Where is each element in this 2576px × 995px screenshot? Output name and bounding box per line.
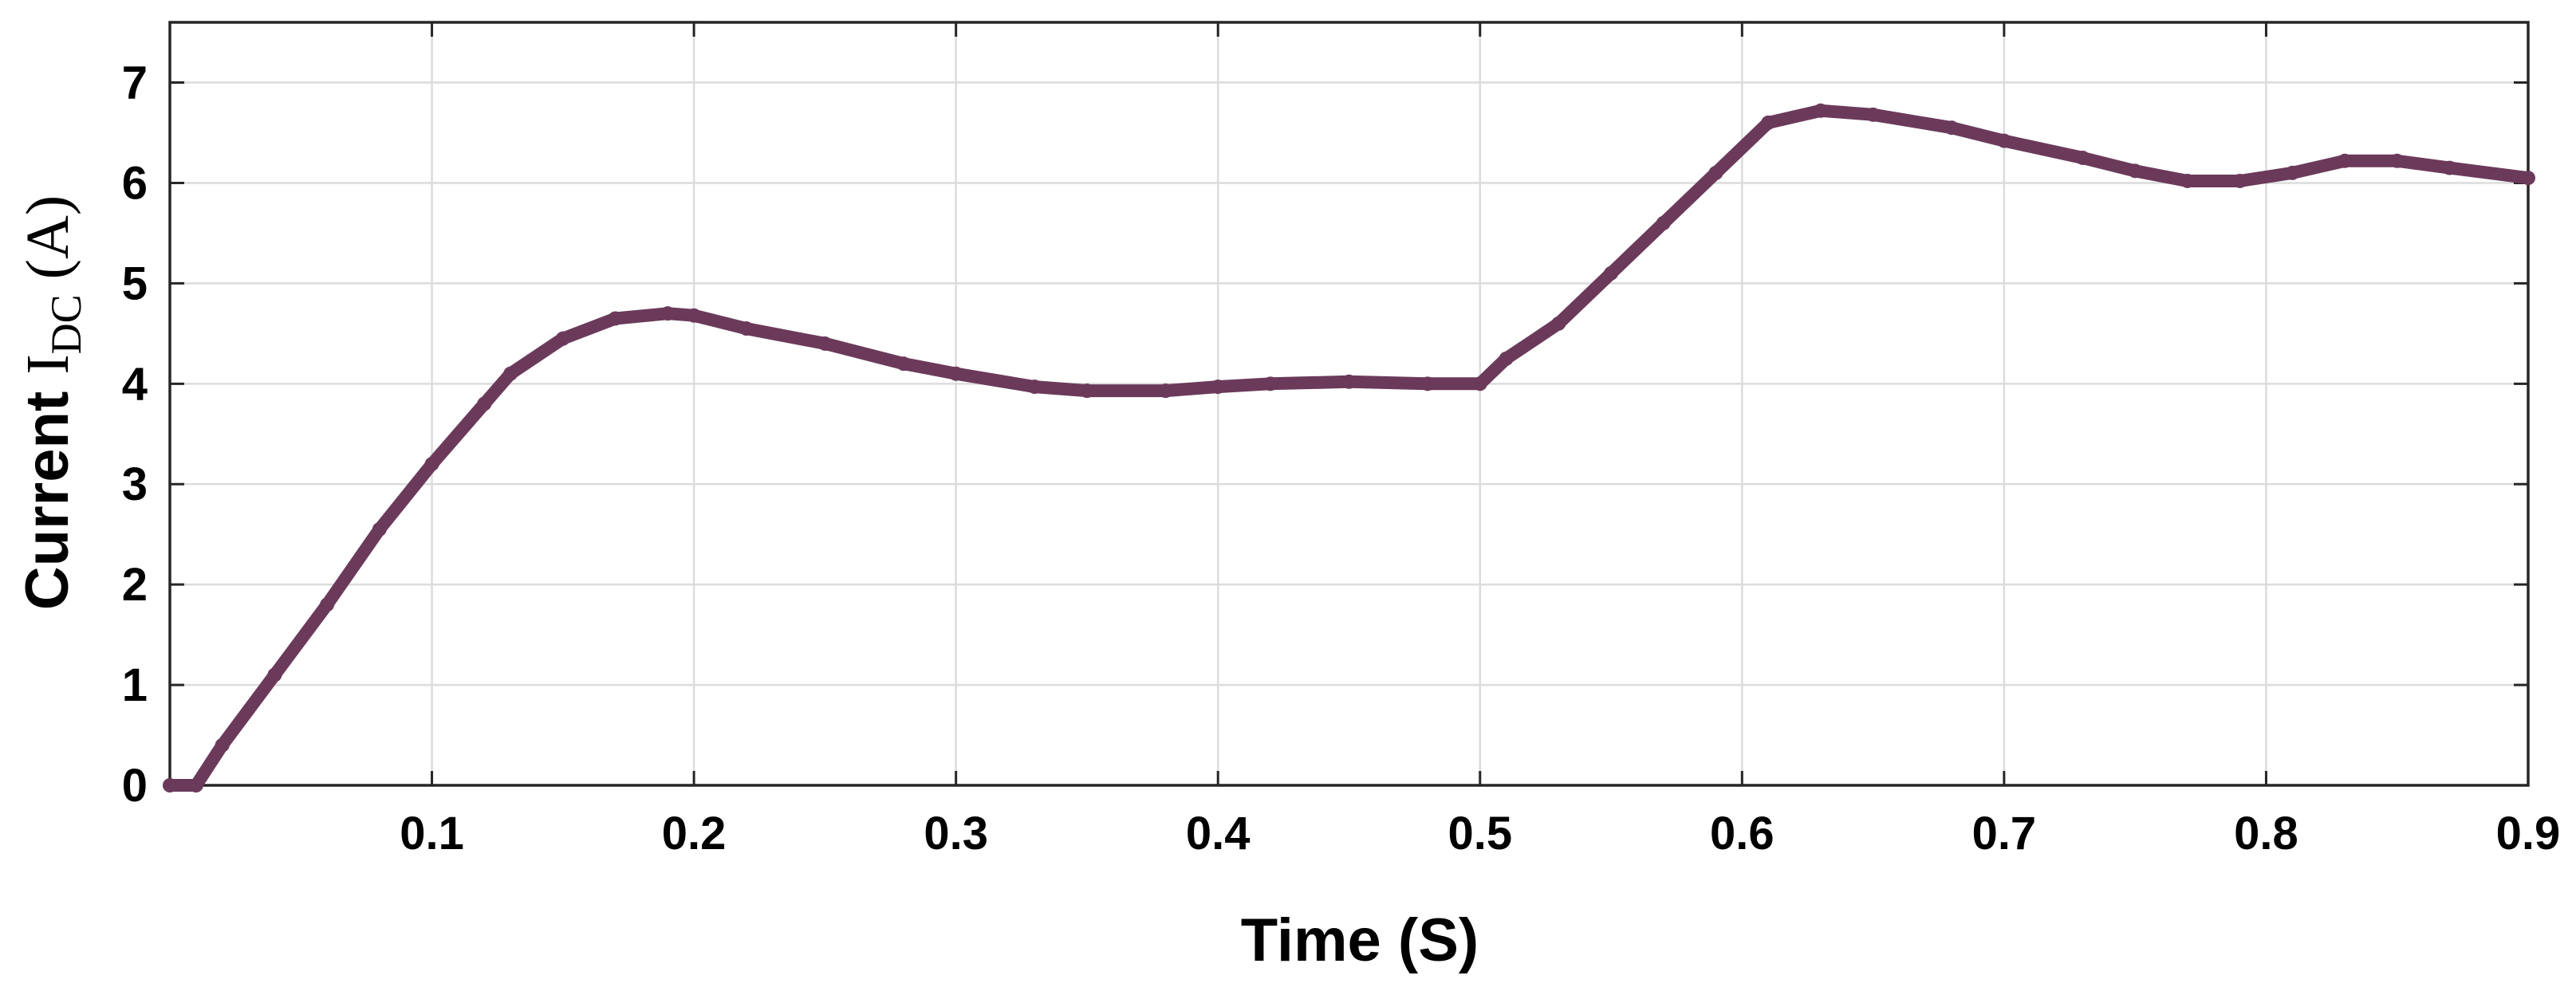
- data-point: [1211, 380, 1226, 395]
- y-tick-label: 5: [122, 258, 148, 309]
- data-point: [267, 667, 282, 682]
- data-point: [1708, 165, 1723, 180]
- data-point: [1551, 316, 1566, 331]
- data-point: [1499, 351, 1514, 366]
- data-point: [2338, 153, 2353, 168]
- y-tick-label: 0: [122, 760, 148, 812]
- y-tick-label: 6: [122, 157, 148, 209]
- y-axis-title-subscript: DC: [42, 294, 90, 354]
- y-tick-label: 3: [122, 458, 148, 510]
- data-point: [1079, 383, 1094, 399]
- data-point: [1761, 115, 1776, 130]
- grid: [170, 22, 2530, 787]
- data-point: [2232, 173, 2247, 188]
- data-point: [555, 331, 570, 346]
- data-point: [2521, 171, 2535, 186]
- data-point: [1865, 107, 1881, 122]
- data-point: [1944, 120, 1960, 136]
- plot-frame: [168, 21, 2530, 787]
- x-tick-label: 0.3: [924, 808, 988, 859]
- y-tick-label: 1: [122, 659, 148, 711]
- data-point: [1656, 215, 1671, 230]
- data-point: [1027, 380, 1042, 395]
- axes: [168, 21, 2530, 787]
- data-point: [320, 597, 335, 612]
- y-tick-label: 4: [122, 358, 148, 410]
- data-point: [215, 737, 230, 753]
- series-layer: [163, 103, 2535, 792]
- data-point: [503, 366, 518, 381]
- data-point: [2442, 160, 2457, 175]
- data-point: [1262, 376, 1278, 391]
- x-tick-label: 0.1: [400, 808, 464, 859]
- y-axis-title-unit: (A): [14, 195, 81, 295]
- data-point: [188, 778, 203, 792]
- data-point: [2128, 163, 2143, 179]
- data-point: [163, 778, 177, 792]
- data-point: [424, 457, 439, 472]
- data-point: [1420, 376, 1436, 391]
- x-tick-label: 0.6: [1710, 808, 1774, 859]
- data-point: [948, 366, 963, 381]
- data-point: [2180, 173, 2195, 188]
- data-point: [896, 356, 911, 372]
- data-point: [739, 321, 754, 336]
- x-tick-label: 0.9: [2496, 808, 2561, 859]
- data-point: [2389, 153, 2405, 168]
- x-tick-label: 0.8: [2234, 808, 2298, 859]
- data-point: [2075, 150, 2090, 165]
- data-point: [1604, 265, 1619, 281]
- data-point: [2285, 165, 2300, 180]
- data-point: [1813, 103, 1828, 118]
- x-tick-label: 0.2: [662, 808, 727, 859]
- data-point: [1472, 376, 1487, 391]
- data-point: [1996, 133, 2011, 148]
- data-point: [372, 521, 387, 537]
- y-axis-title: Current IDC (A): [14, 195, 90, 610]
- data-point: [477, 396, 492, 411]
- y-tick-label: 7: [122, 57, 148, 109]
- x-tick-label: 0.5: [1448, 808, 1512, 859]
- y-tick-label: 2: [122, 559, 148, 611]
- x-axis-title: Time (S): [1241, 907, 1479, 974]
- data-point: [1341, 374, 1357, 389]
- data-point: [817, 336, 833, 351]
- x-tick-label: 0.4: [1186, 808, 1251, 859]
- data-point: [660, 306, 676, 321]
- x-tick-label: 0.7: [1972, 808, 2037, 859]
- data-point: [687, 308, 702, 323]
- y-axis-title-prefix: Current: [14, 375, 81, 611]
- y-tick-labels: 0 1 2 3 4 5 6 7: [122, 57, 148, 812]
- data-point: [1158, 383, 1173, 399]
- y-axis-title-symbol: I: [14, 354, 81, 374]
- data-point: [608, 311, 623, 326]
- x-tick-labels: 0.1 0.2 0.3 0.4 0.5 0.6 0.7 0.8 0.9: [400, 808, 2560, 859]
